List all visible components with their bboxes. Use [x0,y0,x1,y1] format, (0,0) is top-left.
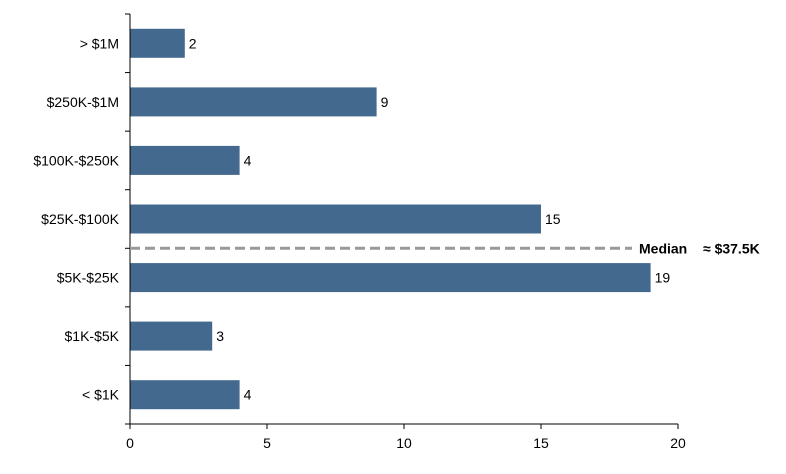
median-label: Median [639,240,687,256]
bar [130,145,240,175]
x-tick-label: 5 [263,435,271,451]
median-value: ≈ $37.5K [703,240,760,256]
x-tick-label: 0 [126,435,134,451]
bar [130,28,185,58]
category-label: > $1M [80,35,119,51]
category-label: $250K-$1M [47,94,119,110]
x-tick-label: 15 [533,435,549,451]
category-label: $1K-$5K [65,328,120,344]
value-label: 19 [655,270,671,286]
value-labels-group: 2 9 4 15 19 3 4 [189,35,671,402]
x-tick-label: 10 [396,435,412,451]
category-label: $25K-$100K [41,211,120,227]
bar [130,321,213,351]
bar [130,87,377,117]
category-labels-group: > $1M $250K-$1M $100K-$250K $25K-$100K $5K-$… [33,35,119,402]
category-label: $5K-$25K [57,270,120,286]
bar [130,263,651,293]
category-label: < $1K [82,387,120,403]
value-label: 15 [545,211,561,227]
value-label: 4 [244,152,252,168]
x-tick-label: 20 [670,435,686,451]
value-label: 2 [189,35,197,51]
y-axis-ticks-group [125,13,130,425]
value-label: 9 [381,94,389,110]
bar [130,204,541,234]
value-label: 3 [216,328,224,344]
bar [130,380,240,410]
x-axis-ticks-group: 0 5 10 15 20 [126,424,686,451]
value-label: 4 [244,387,252,403]
category-label: $100K-$250K [33,152,119,168]
bars-group [130,28,651,410]
